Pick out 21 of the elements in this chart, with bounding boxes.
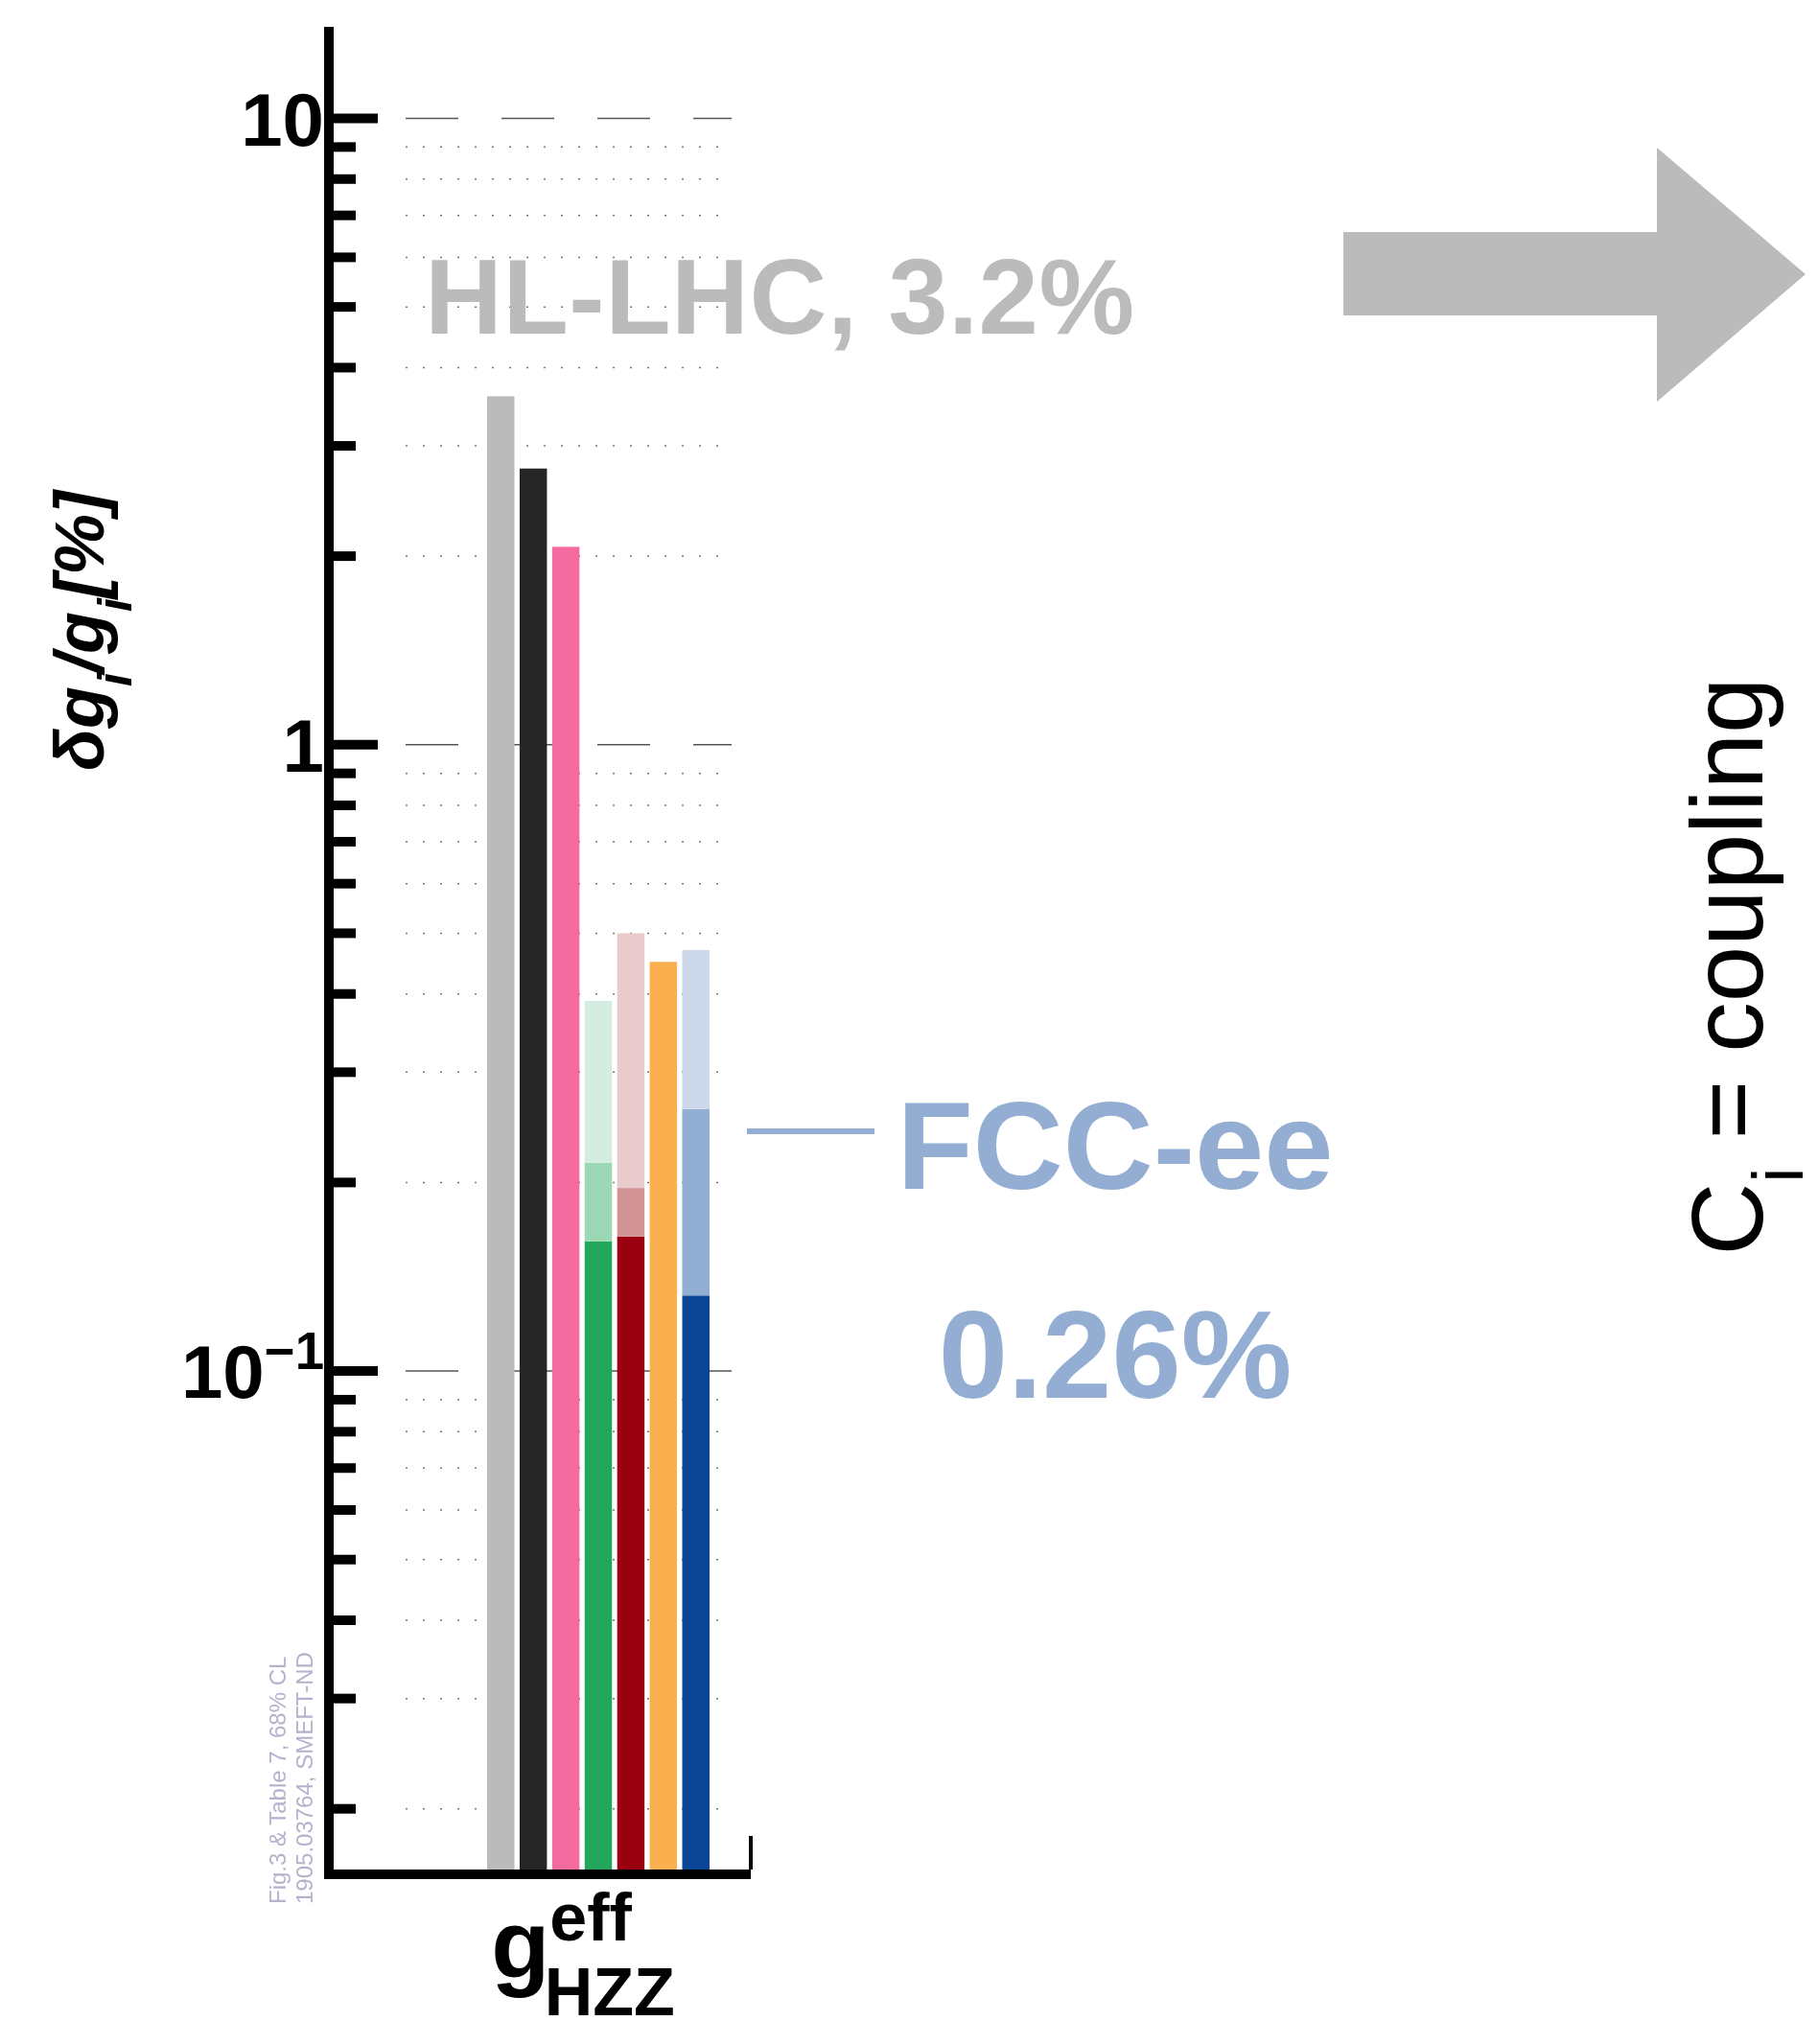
bar xyxy=(584,1241,613,1870)
bar xyxy=(617,1188,645,1237)
y-tick-label: 10 xyxy=(241,77,324,162)
text: 1905.03764, SMEFT-ND xyxy=(291,1652,317,1904)
text: 0.26% xyxy=(938,1285,1293,1425)
bar xyxy=(617,1236,645,1870)
bar xyxy=(519,468,548,1870)
y-tick-label: 1 xyxy=(282,703,324,788)
bar xyxy=(551,546,580,1870)
bar xyxy=(617,933,645,1189)
caption: Fig.3 & Table 7, 68% CL xyxy=(265,1656,291,1904)
text: FCC-ee xyxy=(897,1076,1334,1216)
annotation: HL-LHC, 3.2% xyxy=(425,237,1134,357)
bar xyxy=(584,1162,613,1242)
bar xyxy=(584,1000,613,1163)
y-tick-label: 10$^{−1}$ xyxy=(180,1321,324,1415)
bar xyxy=(682,1108,710,1296)
bar xyxy=(682,1295,710,1870)
bar xyxy=(649,962,678,1870)
bar xyxy=(487,396,515,1870)
bar xyxy=(682,949,710,1109)
